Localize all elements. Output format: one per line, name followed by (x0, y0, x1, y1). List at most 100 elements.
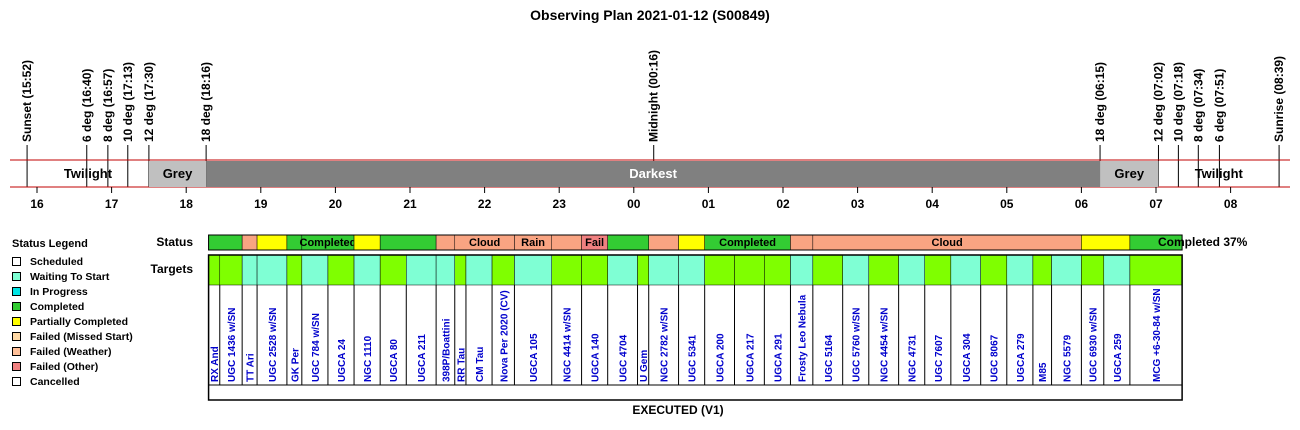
legend-item: Failed (Weather) (12, 344, 152, 359)
event-label: 6 deg (07:51) (1212, 69, 1226, 142)
target-name: UGCA 279 (1016, 333, 1027, 382)
legend-swatch (12, 362, 21, 371)
legend-label: Completed (30, 300, 85, 313)
target-name: UGC 6930 w/SN (1089, 308, 1100, 382)
status-segment (208, 234, 243, 251)
event-label: 10 deg (07:18) (1171, 62, 1185, 142)
chart-title: Observing Plan 2021-01-12 (S00849) (530, 7, 770, 23)
legend-swatch (12, 257, 21, 266)
target-block (327, 254, 355, 286)
legend-label: Failed (Weather) (30, 345, 112, 358)
legend-swatch (12, 302, 21, 311)
target-block (379, 254, 407, 286)
target-name: NGC 4414 w/SN (563, 308, 574, 382)
target-name: Nova Per 2020 (CV) (499, 290, 510, 382)
target-name: UGCA 259 (1113, 333, 1124, 382)
band-label: Grey (1114, 166, 1144, 181)
target-name: MCG +6-30-84 w/SN (1152, 288, 1163, 382)
target-block (1129, 254, 1183, 286)
status-segment (551, 234, 582, 251)
target-name: UGCA 304 (962, 333, 973, 382)
event-label: Sunset (15:52) (20, 60, 34, 142)
event-label: 6 deg (16:40) (80, 69, 94, 142)
event-label: Sunrise (08:39) (1272, 56, 1286, 142)
hour-label: 23 (553, 197, 567, 211)
target-name: UGC 5760 w/SN (852, 308, 863, 382)
band-rect (1100, 161, 1159, 187)
legend-item: Scheduled (12, 254, 152, 269)
status-segment-label: Completed (300, 237, 357, 249)
target-block (491, 254, 515, 286)
twilight-bands: Twilight Grey Darkest Grey Twilight (10, 159, 1290, 188)
event-label: 12 deg (17:30) (142, 62, 156, 142)
target-name: UGC 5341 (688, 334, 699, 382)
target-name: Frosty Leo Nebula (798, 294, 809, 382)
legend-item: In Progress (12, 284, 152, 299)
target-block (406, 254, 437, 286)
band-label: Grey (163, 166, 193, 181)
target-name: TT Ari (246, 353, 257, 382)
target-block (868, 254, 899, 286)
hour-label: 02 (776, 197, 790, 211)
hour-label: 00 (627, 197, 641, 211)
hour-label: 18 (180, 197, 194, 211)
target-name: RR Tau (456, 348, 467, 382)
target-block (208, 254, 221, 286)
target-name: NGC 2782 w/SN (660, 308, 671, 382)
legend-item: Waiting To Start (12, 269, 152, 284)
status-segment (678, 234, 705, 251)
target-name: NGC 5579 (1062, 334, 1073, 382)
event-label: 18 deg (06:15) (1093, 62, 1107, 142)
hour-label: 07 (1149, 197, 1163, 211)
target-block (551, 254, 582, 286)
target-name: NGC 4731 (908, 334, 919, 382)
legend-item: Completed (12, 299, 152, 314)
event-markers: Sunset (15:52) 6 deg (16:40) 8 deg (16:57)… (20, 50, 1286, 187)
hour-label: 08 (1224, 197, 1238, 211)
target-block (1051, 254, 1082, 286)
target-block (790, 254, 814, 286)
hour-label: 17 (105, 197, 119, 211)
target-block (678, 254, 705, 286)
hour-label: 21 (403, 197, 417, 211)
target-name: UGCA 80 (389, 339, 400, 382)
status-segment-label: Completed (719, 237, 776, 249)
targets-frame (207, 254, 1183, 401)
hour-label: 06 (1075, 197, 1089, 211)
target-block (301, 254, 329, 286)
status-segment (790, 234, 814, 251)
legend-label: Scheduled (30, 255, 84, 268)
target-block (1103, 254, 1131, 286)
target-block (607, 254, 638, 286)
status-segment-label: Rain (521, 237, 545, 249)
legend-label: Partially Completed (30, 315, 129, 328)
target-block (980, 254, 1008, 286)
target-block (950, 254, 981, 286)
target-block (514, 254, 552, 286)
target-block (898, 254, 925, 286)
band-label: Twilight (1195, 166, 1244, 181)
target-name: UGCA 140 (591, 333, 602, 382)
target-block (842, 254, 870, 286)
hour-label: 22 (478, 197, 492, 211)
legend-item: Partially Completed (12, 314, 152, 329)
band-rect (206, 161, 1101, 187)
target-name: UGCA 211 (417, 334, 428, 382)
status-segment (353, 234, 381, 251)
legend-title: Status Legend (12, 238, 88, 250)
target-block (704, 254, 735, 286)
legend-swatch (12, 317, 21, 326)
target-block (764, 254, 791, 286)
band-label: Darkest (629, 166, 677, 181)
hour-label: 03 (851, 197, 865, 211)
hour-label: 19 (254, 197, 268, 211)
legend-label: Cancelled (30, 375, 80, 388)
band-rect (148, 161, 207, 187)
event-label: 8 deg (16:57) (101, 69, 115, 142)
status-segment-label: Cloud (932, 237, 963, 249)
hour-label: 01 (702, 197, 716, 211)
target-name: 398P/Boattini (441, 318, 452, 382)
target-name: UGC 7607 (934, 334, 945, 382)
target-name: U Gem (639, 350, 650, 382)
